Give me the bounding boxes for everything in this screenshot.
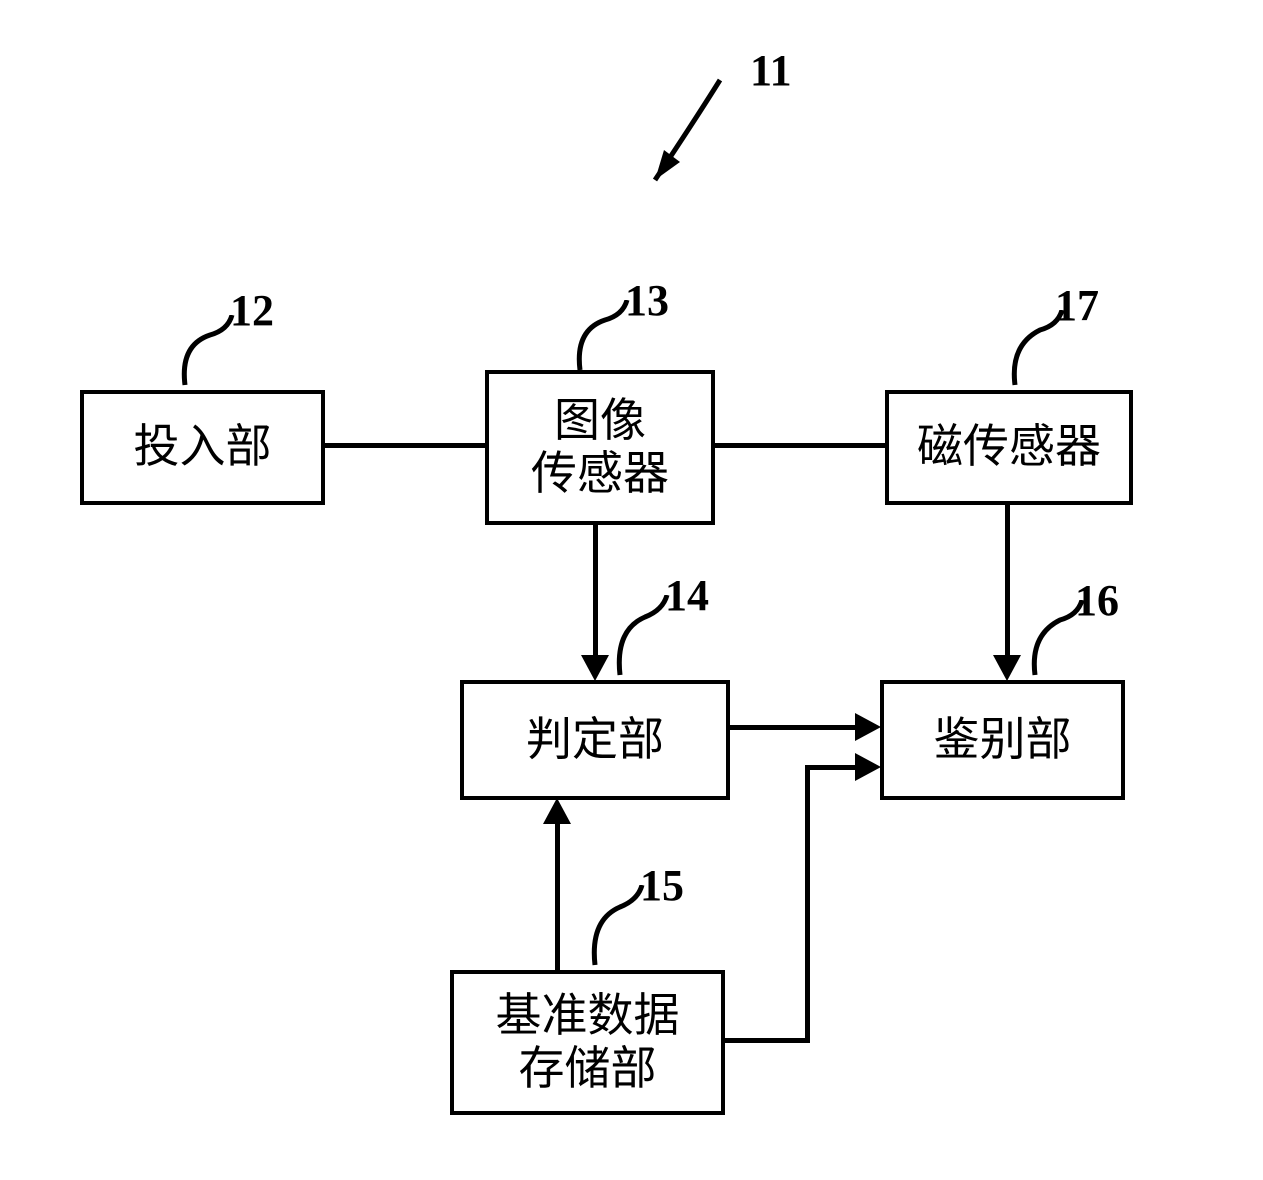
edge-15-16-v: [805, 765, 810, 1043]
edge-15-16-arrow: [855, 753, 881, 781]
edge-17-16-line: [1005, 505, 1010, 658]
edge-12-13: [325, 443, 485, 448]
edge-13-14-arrow: [581, 655, 609, 681]
node-discrimination-unit-text: 鉴别部: [934, 714, 1072, 767]
label-14: 14: [665, 570, 709, 621]
label-12: 12: [230, 285, 274, 336]
node-image-sensor: 图像 传感器: [485, 370, 715, 525]
node-reference-data-storage-text: 基准数据 存储部: [496, 990, 680, 1096]
node-input-unit-text: 投入部: [134, 421, 272, 474]
label-13: 13: [625, 275, 669, 326]
label-16: 16: [1075, 575, 1119, 626]
edge-15-14-arrow: [543, 798, 571, 824]
node-input-unit: 投入部: [80, 390, 325, 505]
edge-13-14-line: [593, 525, 598, 660]
edge-14-16-arrow: [855, 713, 881, 741]
edge-13-17: [715, 443, 885, 448]
node-discrimination-unit: 鉴别部: [880, 680, 1125, 800]
main-label-number: 11: [750, 45, 792, 96]
label-15: 15: [640, 860, 684, 911]
edge-17-16-arrow: [993, 655, 1021, 681]
label-17: 17: [1055, 280, 1099, 331]
node-magnetic-sensor: 磁传感器: [885, 390, 1133, 505]
edge-14-16-line: [730, 725, 858, 730]
node-judgment-unit: 判定部: [460, 680, 730, 800]
edge-15-14-line: [555, 820, 560, 970]
node-reference-data-storage: 基准数据 存储部: [450, 970, 725, 1115]
node-image-sensor-text: 图像 传感器: [531, 395, 669, 501]
edge-15-16-h: [725, 1038, 810, 1043]
edge-15-16-h2: [805, 765, 858, 770]
flowchart-diagram: 11 投入部 12 图像 传感器 13 磁传感器 17 判定部 14 鉴别部 1…: [0, 0, 1263, 1180]
node-judgment-unit-text: 判定部: [526, 714, 664, 767]
node-magnetic-sensor-text: 磁传感器: [917, 421, 1101, 474]
